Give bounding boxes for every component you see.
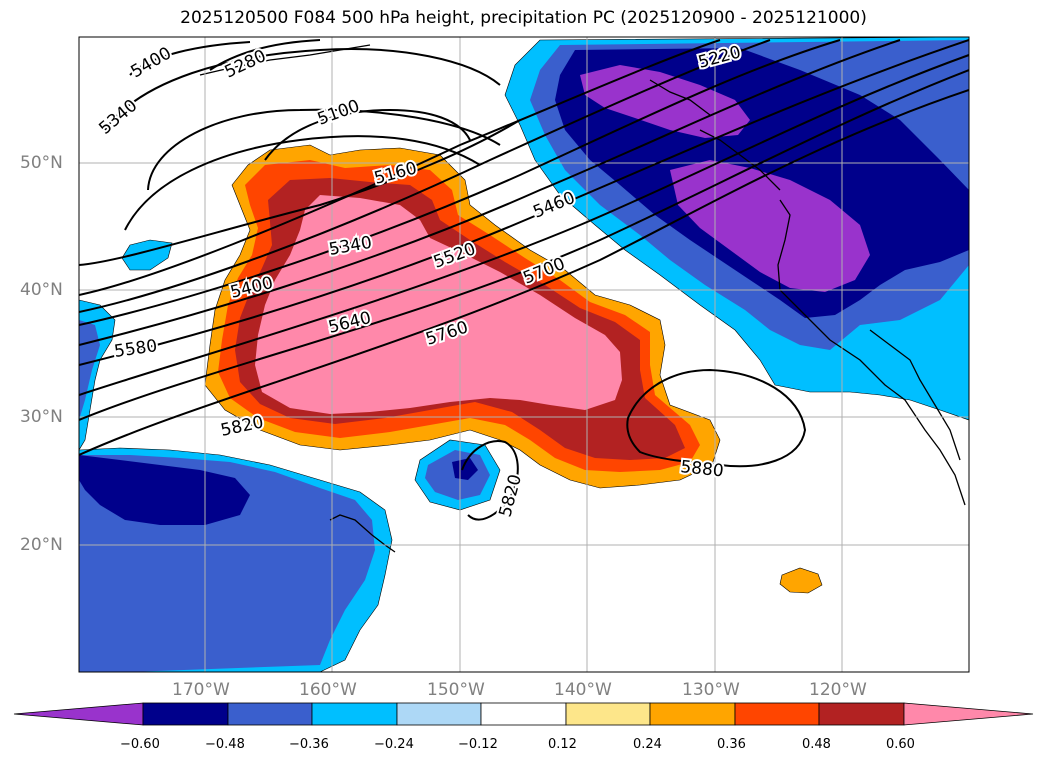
colorbar-extend-right [903,702,1034,726]
lat-label-50n: 50°N [20,153,63,173]
colorbar-bin-yellow [565,702,651,726]
map-title: 2025120500 F084 500 hPa height, precipit… [180,8,867,28]
lon-label-140w: 140°W [554,680,612,700]
colorbar-bin-royal [227,702,313,726]
purple-shading-south [670,160,870,292]
lat-label-20n: 20°N [20,535,63,555]
pink-shading [255,195,622,414]
purple-shading-north [580,65,750,138]
height-contours [79,39,969,521]
navy-shading-south [79,455,250,525]
lon-label-120w: 120°W [809,680,867,700]
lon-label-150w: 150°W [427,680,485,700]
colorbar-tick-neg-012: −0.12 [458,737,498,752]
plot-frame [78,36,970,673]
colorbar [13,702,1034,726]
colorbar-tick-024: 0.24 [633,737,662,752]
colorbar-tick-neg-060: −0.60 [120,737,160,752]
colorbar-tick-neg-048: −0.48 [205,737,245,752]
colorbar-tick-048: 0.48 [802,737,831,752]
colorbar-tick-012: 0.12 [548,737,577,752]
lon-label-170w: 170°W [172,680,230,700]
negative-anomaly-region [79,37,969,672]
colorbar-bin-redorange [734,702,820,726]
colorbar-bin-sky [311,702,398,726]
colorbar-tick-neg-036: −0.36 [289,737,329,752]
lat-label-30n: 30°N [20,407,63,427]
lon-label-130w: 130°W [682,680,740,700]
colorbar-tick-036: 0.36 [717,737,746,752]
colorbar-extend-left [13,702,144,726]
lat-label-40n: 40°N [20,280,63,300]
colorbar-bin-lightblue [396,702,482,726]
colorbar-tick-neg-024: −0.24 [374,737,414,752]
lon-label-160w: 160°W [299,680,357,700]
hawaii-anomaly-navy [452,458,478,480]
colorbar-bin-orange [649,702,736,726]
royal-shading-sw [79,320,100,420]
orange-blob-east [779,567,823,594]
gridlines [79,37,969,672]
colorbar-bin-navy [142,702,229,726]
colorbar-bin-darkred [818,702,905,726]
colorbar-bin-white [480,702,567,726]
colorbar-tick-060: 0.60 [886,737,915,752]
coastlines [199,44,966,553]
